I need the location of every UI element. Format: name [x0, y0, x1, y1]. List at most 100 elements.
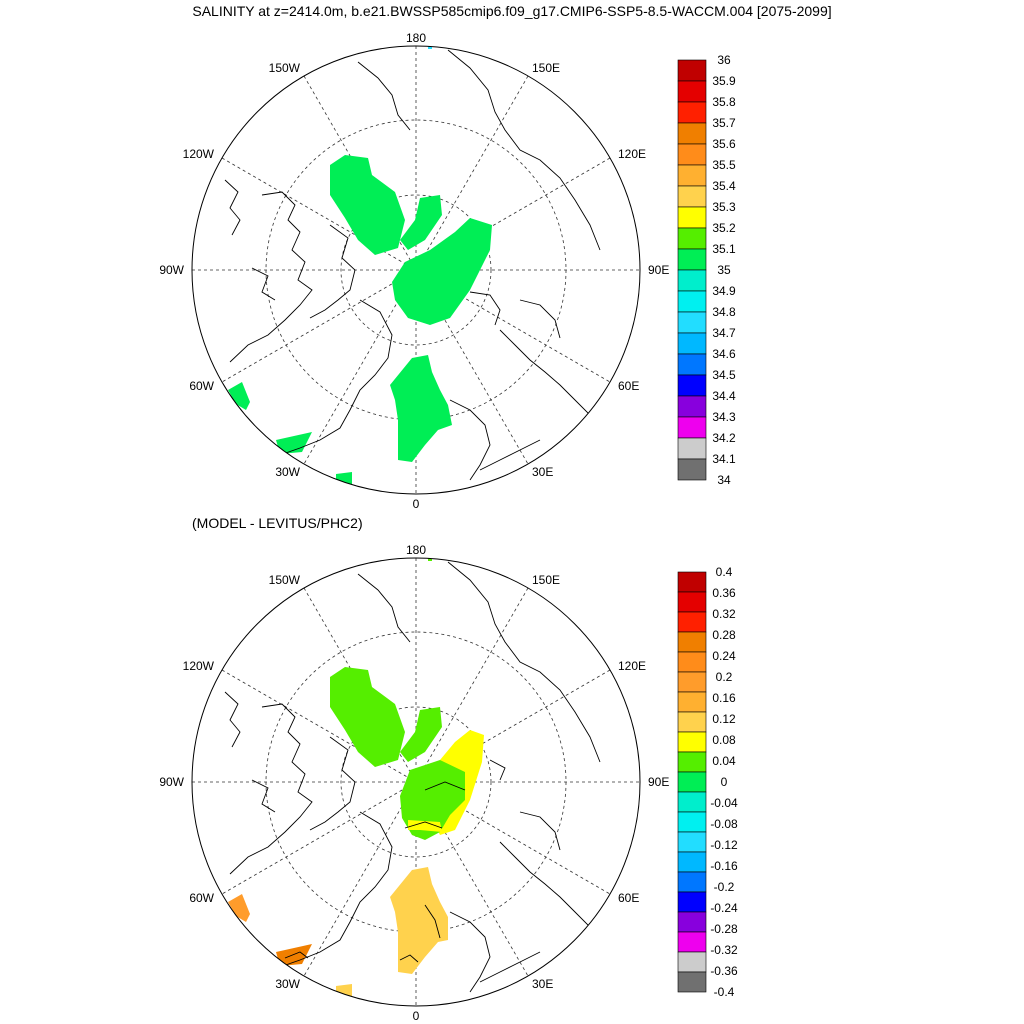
colorbar-bottom-tick-label: 0.36	[712, 586, 736, 600]
colorbar-bottom-swatch	[677, 911, 707, 933]
colorbar-top-swatch	[677, 143, 707, 166]
colorbar-bottom-tick-label: -0.2	[714, 880, 735, 894]
top-lon-150e-label: 150E	[532, 61, 560, 75]
colorbar-top-tick-label: 35	[717, 263, 731, 277]
colorbar-top-swatch	[677, 269, 707, 292]
bottom-map-border	[191, 557, 641, 1007]
colorbar-top-tick-label: 34.4	[712, 389, 736, 403]
bottom-lon-120w-label: 120W	[183, 659, 215, 673]
top-lon-60w-label: 60W	[189, 379, 214, 393]
bottom-map-content	[192, 558, 640, 1006]
colorbar-bottom-tick-label: -0.12	[710, 838, 738, 852]
colorbar-top-tick-label: 35.3	[712, 200, 736, 214]
colorbar-top-swatch	[677, 101, 707, 124]
colorbar-top-tick-label: 35.7	[712, 116, 736, 130]
colorbar-top-swatch	[677, 353, 707, 376]
top-lon-180-label: 180	[406, 31, 426, 45]
colorbar-top-swatch	[677, 332, 707, 355]
colorbar-bottom-tick-label: 0.32	[712, 607, 736, 621]
bottom-lon-150e-label: 150E	[532, 573, 560, 587]
colorbar-top-tick-label: 34.7	[712, 326, 736, 340]
bottom-lon-60w-label: 60W	[189, 891, 214, 905]
bottom-lon-90e-label: 90E	[648, 775, 669, 789]
top-lon-120w-label: 120W	[183, 147, 215, 161]
colorbar-top-swatch	[677, 59, 707, 82]
colorbar-bottom-tick-label: 0.12	[712, 712, 736, 726]
colorbar-top-tick-label: 35.8	[712, 95, 736, 109]
colorbar-bottom-tick-label: -0.4	[714, 985, 735, 999]
colorbar-bottom-tick-label: -0.04	[710, 796, 738, 810]
bottom-lon-90w-label: 90W	[159, 775, 184, 789]
colorbar-top-swatch	[677, 416, 707, 439]
colorbar-top-swatch	[677, 164, 707, 187]
colorbar-bottom-tick-label: 0.4	[716, 565, 733, 579]
colorbar-top-swatch	[677, 206, 707, 229]
colorbar-top-swatch	[677, 80, 707, 103]
colorbar-top-swatch	[677, 437, 707, 460]
bottom-lon-30w-label: 30W	[275, 977, 300, 991]
colorbar-bottom-tick-label: 0	[721, 775, 728, 789]
bottom-coastlines	[224, 561, 601, 993]
colorbar-top-swatch	[677, 395, 707, 418]
colorbar-top-swatch	[677, 185, 707, 208]
colorbar-bottom-swatch	[677, 631, 707, 653]
bottom-lon-150w-label: 150W	[269, 573, 301, 587]
colorbar-top-tick-label: 34.6	[712, 347, 736, 361]
bottom-map: 180 150W 150E 120W 120E 90W 90E 60W 60E …	[159, 543, 669, 1023]
colorbar-top-tick-label: 35.4	[712, 179, 736, 193]
colorbar-bottom-tick-label: -0.36	[710, 964, 738, 978]
colorbar-top-tick-label: 35.1	[712, 242, 736, 256]
colorbar-top-tick-label: 34.2	[712, 431, 736, 445]
colorbar-bottom-tick-label: 0.24	[712, 649, 736, 663]
colorbar-bottom-swatch	[677, 811, 707, 833]
colorbar-top: 36 35.9 35.8 35.7 35.6 35.5 35.4 35.3 35.2 35.1 35…	[677, 53, 736, 487]
colorbar-top-tick-label: 35.5	[712, 158, 736, 172]
colorbar-bottom-tick-label: 0.08	[712, 733, 736, 747]
colorbar-top-tick-label: 34.1	[712, 452, 736, 466]
colorbar-top-tick-label: 35.2	[712, 221, 736, 235]
colorbar-bottom-swatch	[677, 831, 707, 853]
colorbar-bottom-swatch	[677, 591, 707, 613]
colorbar-top-swatch	[677, 311, 707, 334]
colorbar-top-tick-label: 34.5	[712, 368, 736, 382]
colorbar-top-swatch	[677, 248, 707, 271]
colorbar-top-tick-label: 34	[717, 473, 731, 487]
top-lon-60e-label: 60E	[618, 379, 639, 393]
colorbar-bottom-tick-label: -0.24	[710, 901, 738, 915]
colorbar-bottom-tick-label: 0.04	[712, 754, 736, 768]
colorbar-bottom-swatch	[677, 931, 707, 953]
colorbar-bottom-swatch	[677, 731, 707, 753]
colorbar-bottom-tick-label: 0.28	[712, 628, 736, 642]
colorbar-top-swatch	[677, 122, 707, 145]
colorbar-bottom-swatch	[677, 791, 707, 813]
figure-title: SALINITY at z=2414.0m, b.e21.BWSSP585cmi…	[192, 3, 832, 19]
top-coastlines	[224, 49, 601, 481]
colorbar-top-tick-label: 35.9	[712, 74, 736, 88]
colorbar-bottom-swatch	[677, 651, 707, 673]
top-lon-0-label: 0	[413, 497, 420, 511]
colorbar-bottom-swatch	[677, 951, 707, 973]
colorbar-bottom-swatch	[677, 671, 707, 693]
colorbar-bottom-swatch	[677, 571, 707, 593]
colorbar-top-tick-label: 34.3	[712, 410, 736, 424]
colorbar-bottom-swatch	[677, 851, 707, 873]
bottom-lon-60e-label: 60E	[618, 891, 639, 905]
top-map-border	[191, 45, 641, 495]
top-lon-90e-label: 90E	[648, 263, 669, 277]
bottom-difference-field	[228, 667, 484, 998]
bottom-lon-180-label: 180	[406, 543, 426, 557]
colorbar-bottom-tick-label: -0.32	[710, 943, 738, 957]
colorbar-bottom-swatch	[677, 751, 707, 773]
colorbar-bottom-swatch	[677, 611, 707, 633]
colorbar-bottom-swatch	[677, 711, 707, 733]
top-salinity-field	[228, 155, 492, 486]
colorbar-bottom-swatch	[677, 691, 707, 713]
colorbar-bottom: 0.4 0.36 0.32 0.28 0.24 0.2 0.16 0.12 0.08 0.04 0 -…	[677, 565, 738, 999]
bottom-lon-30e-label: 30E	[532, 977, 553, 991]
colorbar-top-swatch	[677, 458, 707, 481]
colorbar-top-tick-label: 34.8	[712, 305, 736, 319]
colorbar-bottom-swatch	[677, 771, 707, 793]
top-lon-30e-label: 30E	[532, 465, 553, 479]
top-lon-90w-label: 90W	[159, 263, 184, 277]
